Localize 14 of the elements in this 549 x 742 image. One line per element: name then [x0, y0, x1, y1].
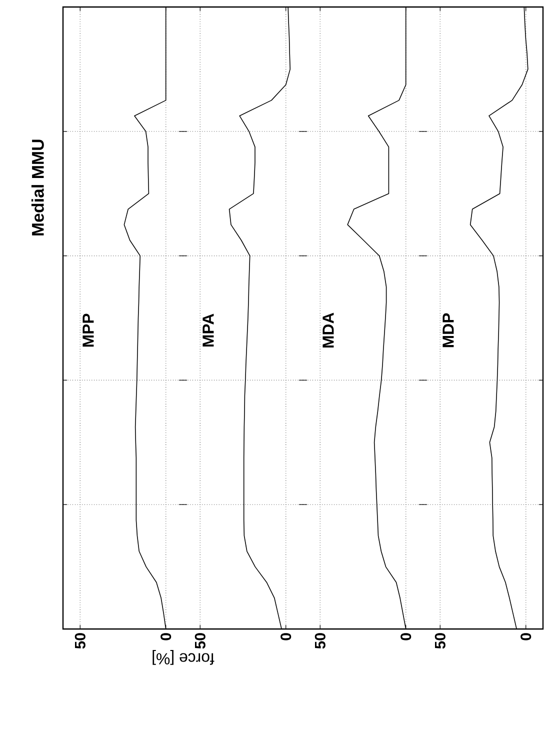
x-tick-label: 50 [194, 633, 206, 649]
text: Medial MMU [31, 140, 44, 236]
text: MDP [442, 313, 454, 348]
x-tick-label: 50 [314, 633, 326, 649]
x-tick-label: 50 [434, 633, 446, 649]
x-axis-title: force [%] [152, 650, 214, 665]
text: MPP [82, 314, 94, 347]
text: MDA [322, 312, 334, 348]
text: MPA [202, 314, 214, 346]
x-tick-label: 50 [74, 633, 86, 649]
x-tick-label: 0 [160, 633, 172, 640]
x-tick-label: 0 [400, 633, 412, 640]
x-tick-label: 0 [520, 633, 532, 640]
x-tick-label: 0 [280, 633, 292, 640]
